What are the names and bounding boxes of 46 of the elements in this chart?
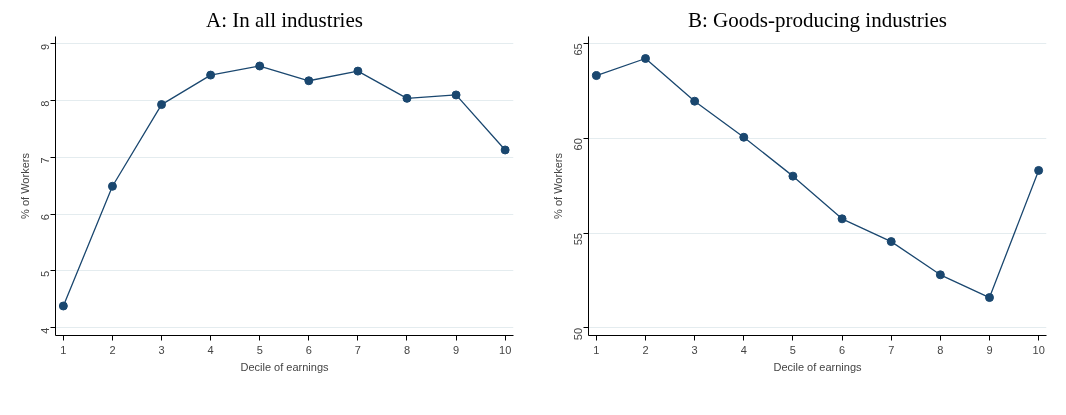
point [451, 90, 461, 100]
chart-title: A: In all industries [206, 7, 363, 32]
y-tick-label: 6 [39, 214, 52, 221]
point [157, 100, 167, 110]
point [402, 93, 412, 103]
x-tick-label: 5 [789, 343, 796, 356]
x-tick-label: 9 [453, 343, 460, 356]
point [304, 76, 314, 86]
x-tick-label: 5 [256, 343, 263, 356]
point [206, 70, 216, 80]
point [255, 61, 265, 71]
x-tick-label: 6 [839, 343, 846, 356]
y-tick-label: 55 [572, 233, 585, 246]
y-axis-title: % of Workers [551, 152, 564, 219]
x-tick-label: 8 [403, 343, 411, 356]
x-tick-label: 4 [207, 343, 214, 356]
point [58, 301, 68, 311]
x-tick-label: 9 [986, 343, 993, 356]
point [500, 145, 510, 155]
y-axis-title: % of Workers [18, 152, 31, 219]
x-tick-label: 3 [158, 343, 165, 356]
x-axis-title: Decile of earnings [240, 360, 330, 373]
x-tick-label: 7 [354, 343, 361, 356]
x-tick-label: 1 [593, 343, 600, 356]
chart-title: B: Goods-producing industries [688, 7, 947, 32]
x-tick-label: 1 [60, 343, 67, 356]
y-tick-label: 9 [39, 43, 52, 50]
x-tick-label: 2 [109, 343, 116, 356]
point [353, 66, 363, 76]
x-tick-label: 7 [888, 343, 895, 356]
y-tick-label: 50 [572, 327, 585, 341]
x-tick-label: 2 [642, 343, 649, 356]
x-tick-label: 6 [305, 343, 312, 356]
y-tick-label: 8 [39, 100, 52, 107]
y-tick-label: 60 [572, 138, 585, 151]
x-tick-label: 4 [740, 343, 747, 356]
x-tick-label: 10 [499, 343, 512, 356]
y-tick-label: 4 [39, 327, 52, 334]
x-tick-label: 8 [937, 343, 944, 356]
x-axis-title: Decile of earnings [773, 360, 863, 373]
y-tick-label: 7 [39, 157, 52, 164]
y-tick-label: 5 [39, 270, 52, 277]
x-tick-label: 3 [691, 343, 698, 356]
x-tick-label: 10 [1032, 343, 1045, 356]
y-tick-label: 65 [572, 43, 585, 56]
point [107, 181, 117, 191]
